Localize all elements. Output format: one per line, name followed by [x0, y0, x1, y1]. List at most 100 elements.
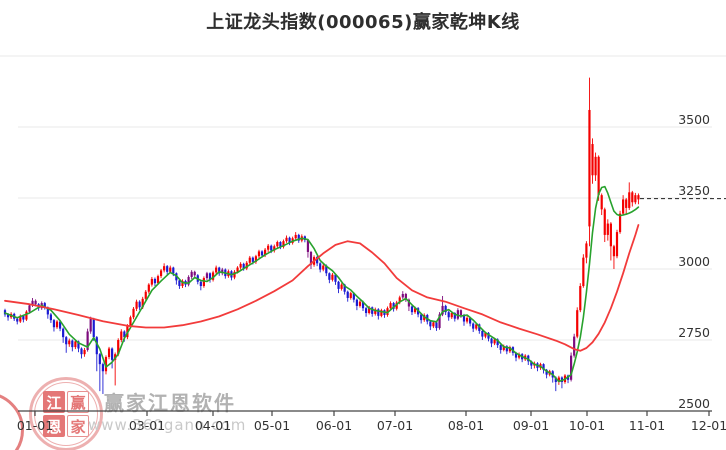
- candle-body: [469, 317, 472, 324]
- candle-body: [282, 241, 285, 247]
- candle-body: [202, 278, 205, 287]
- candle-body: [576, 310, 579, 337]
- candle-body: [257, 251, 261, 257]
- seal-char: 恩: [43, 415, 65, 437]
- candle-body: [462, 315, 466, 322]
- candle-body: [514, 352, 518, 358]
- candle-body: [86, 331, 89, 350]
- candle-body: [570, 355, 573, 380]
- x-axis-label: 10-01: [569, 418, 605, 433]
- candle-body: [147, 284, 150, 292]
- candle-body: [16, 318, 19, 322]
- candle-body: [392, 303, 395, 309]
- candle-body: [25, 311, 28, 320]
- candle-body: [218, 267, 221, 274]
- candle-body: [242, 263, 245, 269]
- candle-body: [615, 232, 619, 257]
- candle-body: [245, 262, 248, 269]
- candle-body: [352, 293, 355, 300]
- candle-body: [386, 308, 389, 316]
- candle-body: [631, 192, 634, 203]
- candle-body: [89, 318, 92, 332]
- candle-body: [542, 364, 545, 370]
- candle-body: [95, 337, 98, 355]
- candle-body: [401, 293, 404, 298]
- candle-body: [71, 340, 74, 348]
- candle-body: [22, 315, 25, 320]
- candle-body: [395, 302, 398, 309]
- candle-body: [270, 245, 273, 251]
- candle-body: [361, 301, 365, 309]
- seal-characters: 江 赢 恩 家: [43, 391, 89, 437]
- candle-body: [597, 156, 600, 196]
- candle-body: [117, 340, 120, 355]
- candle-body: [371, 307, 374, 314]
- candle-body: [260, 251, 264, 256]
- green-ma-line: [4, 185, 640, 383]
- candle-body: [346, 291, 349, 298]
- candle-body: [43, 303, 46, 308]
- candle-body: [120, 331, 123, 340]
- x-axis-label: 03-01: [129, 418, 165, 433]
- candle-body: [380, 310, 383, 316]
- candle-body: [429, 321, 432, 327]
- candle-body: [267, 245, 270, 250]
- candle-body: [355, 299, 358, 306]
- candle-body: [288, 237, 291, 243]
- candle-body: [465, 317, 469, 322]
- candle-body: [334, 274, 337, 282]
- candle-body: [634, 195, 637, 203]
- candle-body: [28, 305, 31, 312]
- x-axis-label: 05-01: [254, 418, 290, 433]
- candle-body: [221, 269, 224, 274]
- candle-body: [319, 263, 322, 270]
- candle-body: [77, 341, 80, 349]
- watermark-url-text: www.360gann.com: [88, 416, 247, 434]
- candle-body: [585, 243, 588, 258]
- candle-body: [279, 242, 282, 247]
- candle-body: [169, 267, 172, 272]
- candle-body: [163, 266, 166, 271]
- candle-body: [123, 331, 126, 338]
- y-axis-label: 3000: [678, 254, 710, 269]
- candle-body: [628, 192, 631, 208]
- candle-body: [530, 361, 533, 366]
- candle-body: [187, 276, 190, 285]
- candle-body: [496, 339, 499, 346]
- candle-body: [435, 322, 438, 329]
- x-axis-label: 11-01: [629, 418, 665, 433]
- candle-body: [591, 144, 594, 176]
- candle-body: [132, 308, 135, 318]
- candle-body: [190, 271, 193, 277]
- candle-body: [83, 349, 86, 355]
- candle-body: [475, 324, 478, 329]
- candle-body: [343, 284, 346, 292]
- y-axis-label: 3250: [678, 183, 710, 198]
- candle-body: [364, 308, 368, 314]
- candle-body: [156, 276, 160, 284]
- x-axis-label: 09-01: [513, 418, 549, 433]
- candle-body: [239, 263, 242, 268]
- candle-body: [101, 364, 105, 372]
- candle-body: [276, 242, 279, 247]
- candle-body: [508, 347, 511, 352]
- candle-body: [248, 257, 251, 263]
- candle-body: [199, 281, 202, 287]
- candle-body: [622, 199, 625, 214]
- candle-body: [181, 280, 184, 287]
- candle-body: [377, 309, 380, 316]
- candle-body: [432, 322, 435, 327]
- red-trend-line: [4, 224, 640, 352]
- candle-body: [193, 271, 196, 276]
- y-axis-label: 2750: [678, 325, 710, 340]
- candle-body: [447, 312, 450, 318]
- candle-body: [49, 314, 52, 321]
- y-axis-label: 2500: [678, 396, 710, 411]
- candle-body: [410, 306, 414, 313]
- x-axis-label: 04-01: [195, 418, 231, 433]
- page-title: 上证龙头指数(000065)赢家乾坤K线: [206, 12, 520, 33]
- candle-body: [453, 313, 456, 319]
- candle-body: [297, 234, 300, 241]
